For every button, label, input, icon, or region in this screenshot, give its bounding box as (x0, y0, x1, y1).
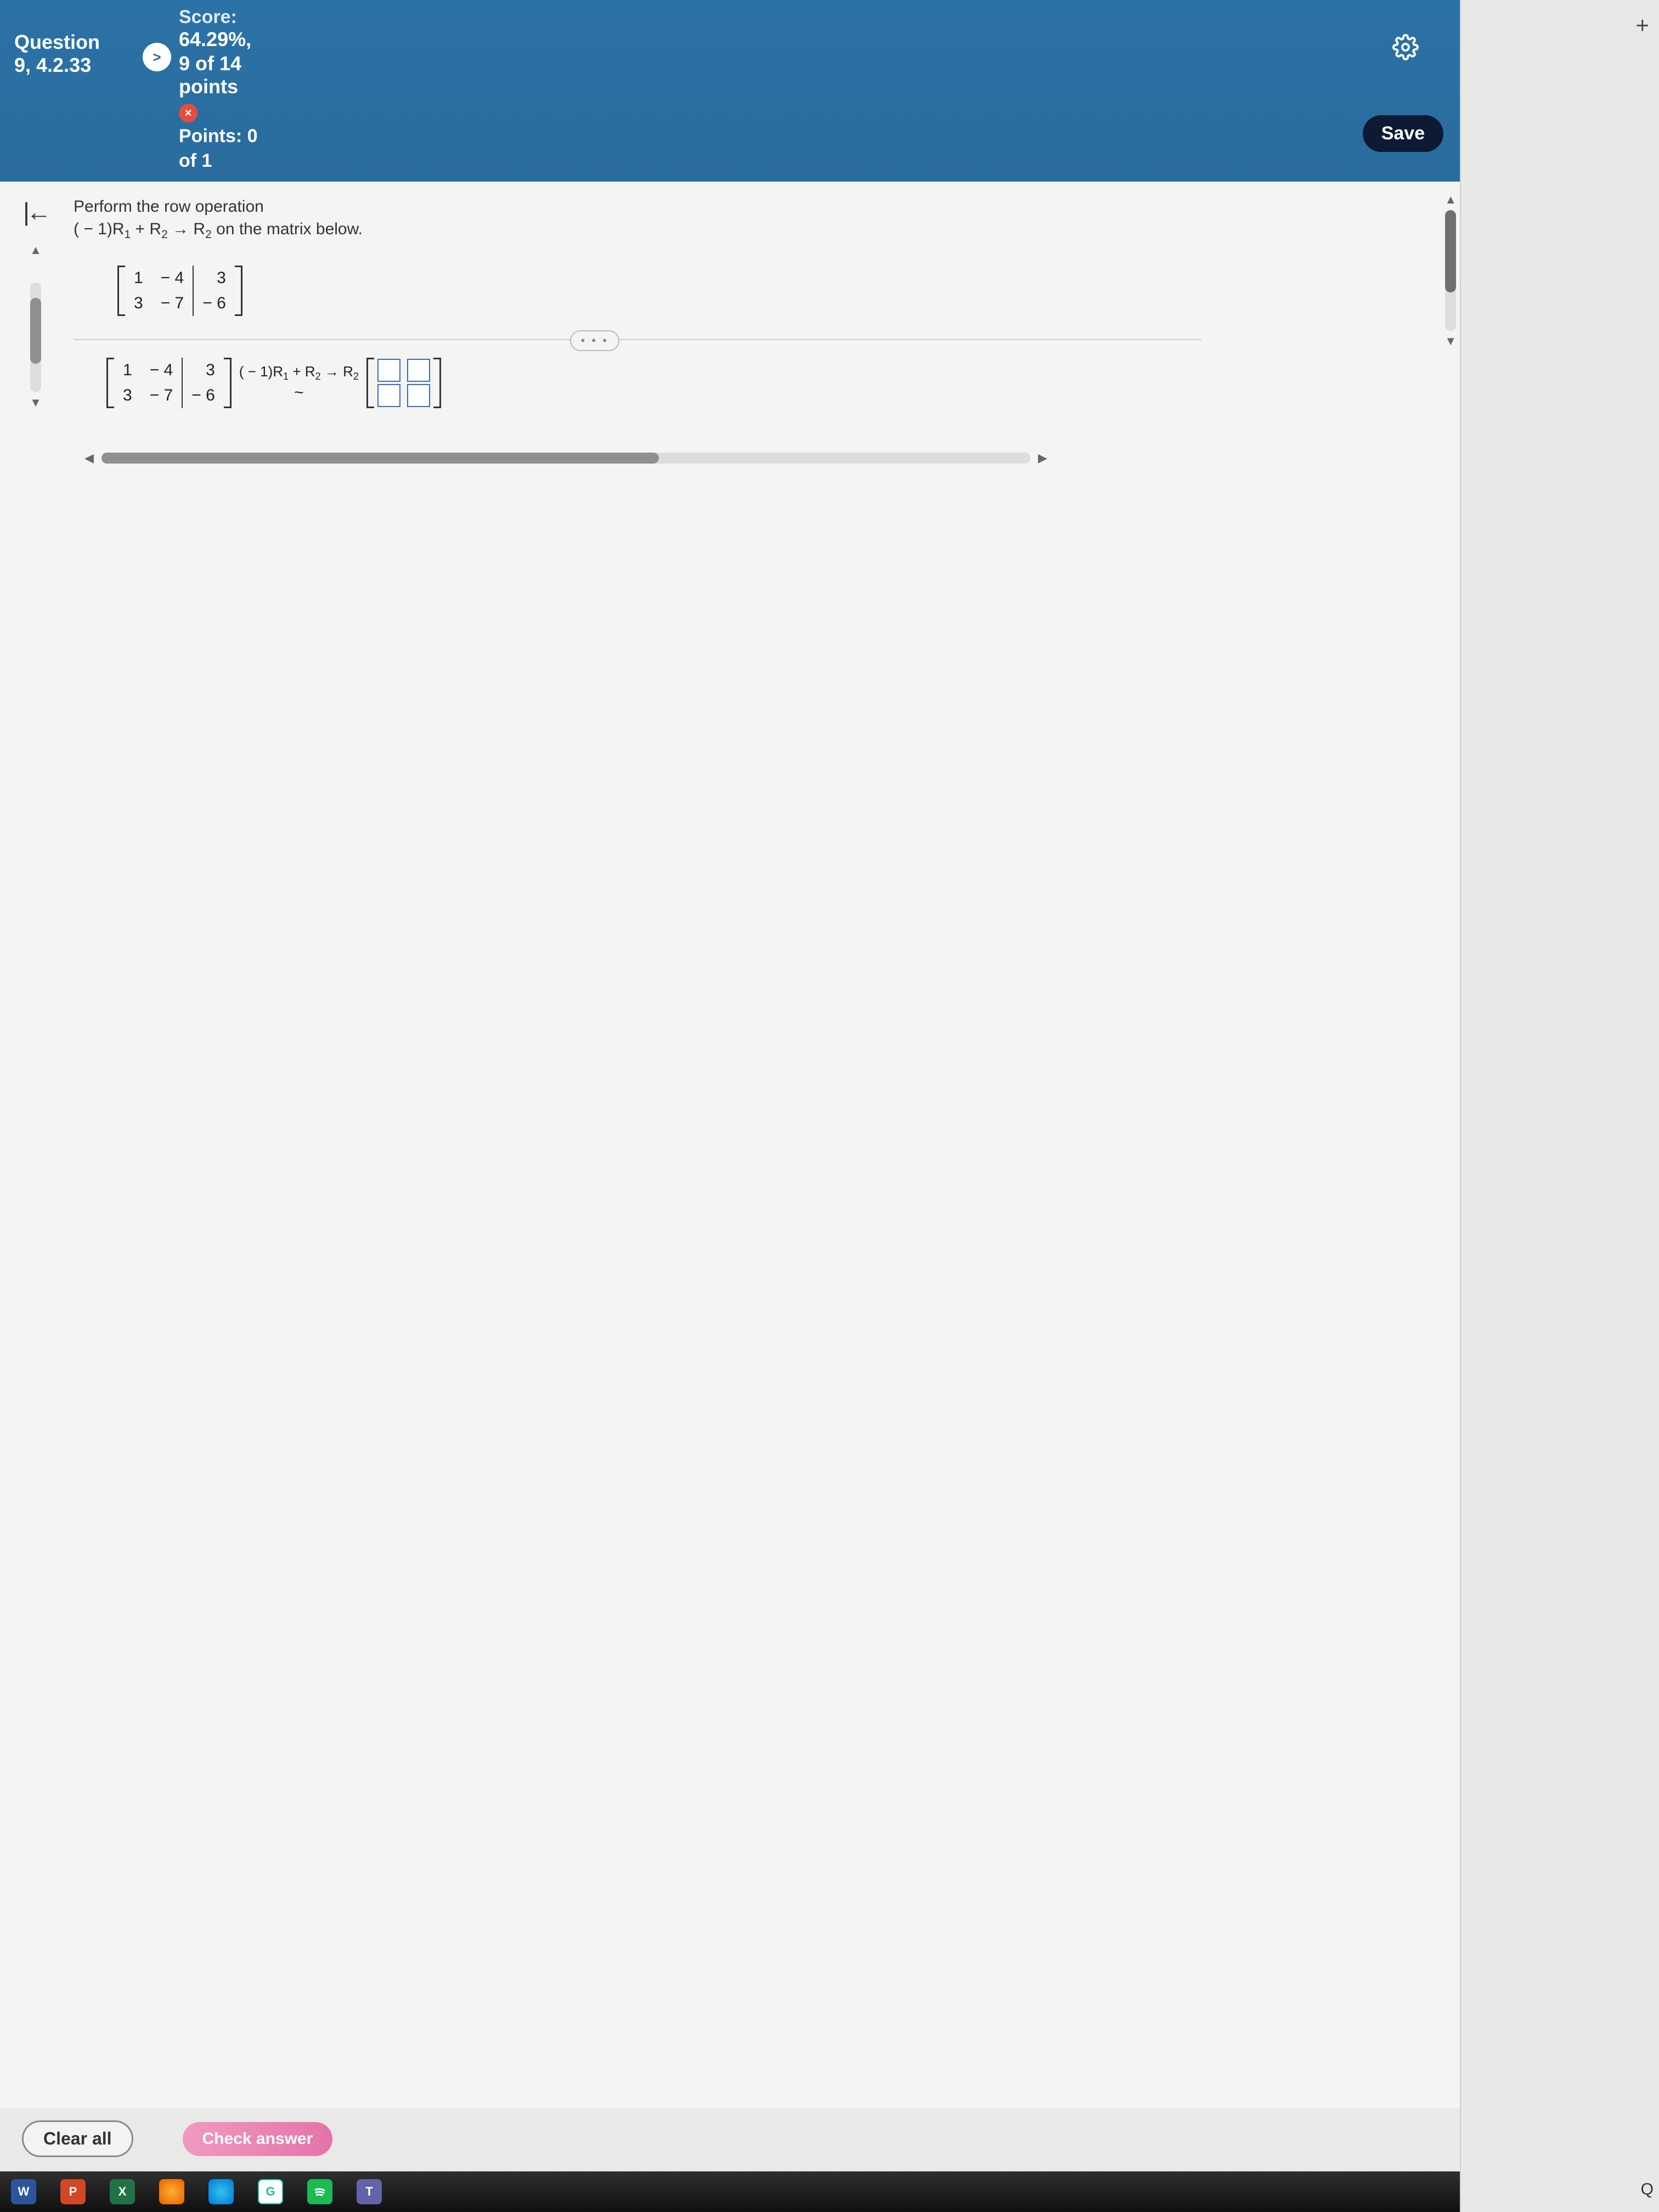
collapse-panel-icon[interactable]: |← (23, 197, 48, 227)
score-points-word: points (179, 75, 1355, 98)
answer-row: 1 − 4 3 3 − 7 − 6 ( − 1)R1 + R2 → R2 (106, 353, 1449, 413)
clear-all-button[interactable]: Clear all (22, 2120, 133, 2157)
ans-r1c2[interactable] (407, 359, 430, 382)
incorrect-icon: × (179, 104, 198, 122)
question-id-block: Question 9, 4.2.33 (14, 7, 135, 77)
mx-a-r2c2: − 7 (152, 291, 194, 316)
question-header: Question 9, 4.2.33 > Score: 64.29%, 9 of… (0, 0, 1460, 182)
taskbar-teams-icon[interactable]: T (357, 2179, 382, 2204)
browser-right-gutter: + Q (1460, 0, 1659, 2212)
question-label: Question (14, 31, 135, 54)
horizontal-scroll[interactable]: ◀ ▶ (84, 451, 1047, 465)
problem-content: Perform the row operation ( − 1)R1 + R2 … (71, 182, 1460, 2108)
ans-r2c2[interactable] (407, 384, 430, 407)
dots-icon: • • • (581, 334, 608, 347)
given-matrix: 1 − 4 3 3 − 7 − 6 (117, 261, 1449, 320)
new-tab-plus-icon[interactable]: + (1635, 12, 1649, 38)
section-divider: • • • (74, 339, 1201, 340)
answer-matrix (366, 353, 441, 413)
score-label: Score: (179, 7, 1355, 28)
right-vscroll[interactable]: ▲ ▼ (1444, 193, 1457, 348)
save-label: Save (1381, 123, 1425, 144)
mx-a-r1c1: 1 (125, 266, 152, 291)
instruction-text: Perform the row operation ( − 1)R1 + R2 … (74, 196, 425, 242)
x-icon: × (185, 106, 192, 120)
expand-dots-button[interactable]: • • • (570, 330, 619, 351)
hscroll-rail[interactable] (101, 453, 1030, 464)
instruction-operation: ( − 1)R1 + R2 → R2 (74, 220, 212, 238)
score-points-of: 9 of 14 (179, 52, 1355, 75)
scroll-down-icon[interactable]: ▼ (30, 396, 42, 410)
left-scroll-rail[interactable] (30, 283, 41, 392)
settings-button[interactable] (1392, 34, 1419, 60)
tilde-symbol: ~ (239, 383, 359, 403)
taskbar-edge-icon[interactable] (208, 2179, 234, 2204)
check-answer-label: Check answer (202, 2130, 313, 2148)
left-rail: |← ▲ ▼ (0, 182, 71, 2108)
next-question-button[interactable]: > (143, 43, 171, 71)
chevron-right-icon: > (153, 49, 161, 66)
scroll-up-icon-2[interactable]: ▲ (1444, 193, 1457, 207)
hscroll-thumb[interactable] (101, 453, 659, 464)
mx-a-r1c2: − 4 (152, 266, 194, 291)
ans-r1c1[interactable] (377, 359, 400, 382)
mx-a-r2c1: 3 (125, 291, 152, 316)
check-answer-button[interactable]: Check answer (183, 2122, 333, 2156)
taskbar-spotify-icon[interactable] (307, 2179, 332, 2204)
matrix-a: 1 − 4 3 3 − 7 − 6 (117, 261, 242, 320)
clear-all-label: Clear all (43, 2129, 112, 2148)
score-percent: 64.29%, (179, 28, 1355, 51)
gutter-q-label: Q (1641, 2180, 1654, 2199)
row-operation-label: ( − 1)R1 + R2 → R2 ~ (239, 363, 359, 403)
taskbar-grammarly-icon[interactable]: G (258, 2179, 283, 2204)
points-earned-line1: Points: 0 (179, 126, 1355, 147)
instruction-line1: Perform the row operation (74, 198, 264, 216)
right-scroll-rail[interactable] (1445, 210, 1456, 331)
scroll-down-icon-2[interactable]: ▼ (1444, 334, 1457, 348)
points-earned-line2: of 1 (179, 150, 1355, 172)
mx-a-r2c3: − 6 (193, 291, 235, 316)
question-number: 9, 4.2.33 (14, 54, 135, 77)
row-op-text: ( − 1)R1 + R2 → R2 (239, 363, 359, 383)
taskbar-firefox-icon[interactable] (159, 2179, 184, 2204)
ans-r2c1[interactable] (377, 384, 400, 407)
taskbar-excel-icon[interactable]: X (110, 2179, 135, 2204)
matrix-a-repeat: 1 − 4 3 3 − 7 − 6 (106, 353, 232, 413)
right-scroll-thumb[interactable] (1445, 210, 1456, 292)
instruction-line2: on the matrix below. (216, 220, 363, 238)
taskbar-word-icon[interactable]: W (11, 2179, 36, 2204)
mx-a-r1c3: 3 (193, 266, 235, 291)
header-right-group: Save (1363, 7, 1449, 152)
left-vscroll[interactable]: ▲ ▼ (30, 243, 42, 410)
left-scroll-thumb[interactable] (30, 298, 41, 364)
taskbar-ppt-icon[interactable]: P (60, 2179, 86, 2204)
score-block: Score: 64.29%, 9 of 14 points × Points: … (179, 7, 1355, 172)
scroll-right-icon[interactable]: ▶ (1038, 451, 1047, 465)
problem-body: |← ▲ ▼ Perform the row operation ( − 1)R… (0, 182, 1460, 2108)
os-taskbar: W P X G T (0, 2171, 1460, 2212)
save-button[interactable]: Save (1363, 115, 1443, 152)
action-footer: Clear all Check answer (0, 2108, 1460, 2171)
app-window: Question 9, 4.2.33 > Score: 64.29%, 9 of… (0, 0, 1460, 2212)
scroll-left-icon[interactable]: ◀ (84, 451, 94, 465)
scroll-up-icon[interactable]: ▲ (30, 243, 42, 257)
